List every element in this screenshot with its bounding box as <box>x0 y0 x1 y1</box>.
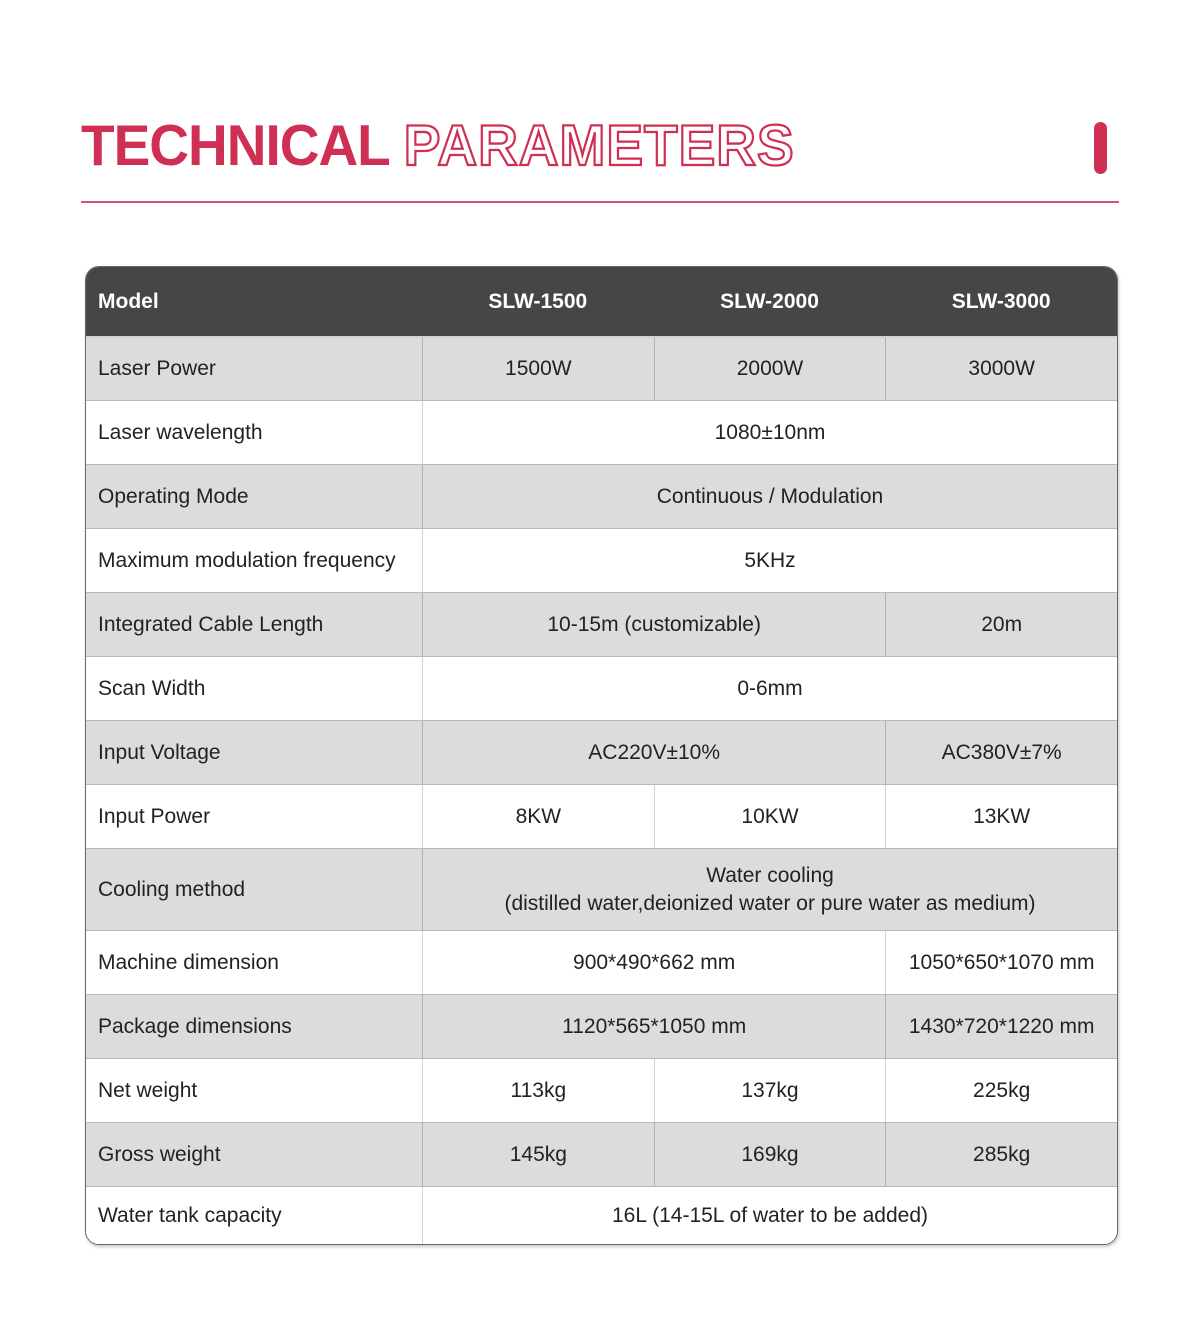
accent-bar <box>1094 122 1107 174</box>
table-row-machine-dimension: Machine dimension 900*490*662 mm 1050*65… <box>86 930 1117 994</box>
row-value: 145kg <box>422 1123 654 1186</box>
row-value: 113kg <box>422 1059 654 1122</box>
title-solid-text: TECHNICAL <box>81 113 391 178</box>
header-slw-2000: SLW-2000 <box>720 289 819 313</box>
row-value: 8KW <box>422 785 654 848</box>
row-value: 10KW <box>653 785 886 848</box>
row-label: Net weight <box>98 1078 198 1102</box>
row-value: 900*490*662 mm <box>422 931 885 994</box>
row-value: 169kg <box>653 1123 886 1186</box>
row-label: Package dimensions <box>98 1014 292 1038</box>
row-value: 20m <box>885 593 1117 656</box>
row-value: 137kg <box>653 1059 886 1122</box>
section-title: TECHNICAL PARAMETERS <box>81 112 1119 179</box>
row-value: 13KW <box>885 785 1117 848</box>
cooling-line-2: (distilled water,deionized water or pure… <box>504 891 1036 915</box>
row-label: Input Voltage <box>98 740 221 764</box>
row-value: 10-15m (customizable) <box>422 593 885 656</box>
row-value: 5KHz <box>422 529 1117 592</box>
table-row-integrated-cable-length: Integrated Cable Length 10-15m (customiz… <box>86 592 1117 656</box>
row-value: 1050*650*1070 mm <box>885 931 1117 994</box>
row-value: AC380V±7% <box>885 721 1117 784</box>
table-row-package-dimensions: Package dimensions 1120*565*1050 mm 1430… <box>86 994 1117 1058</box>
row-value: AC220V±10% <box>422 721 885 784</box>
table-row-net-weight: Net weight 113kg 137kg 225kg <box>86 1058 1117 1122</box>
header-model: Model <box>98 289 159 313</box>
table-row-input-power: Input Power 8KW 10KW 13KW <box>86 784 1117 848</box>
row-label: Laser wavelength <box>98 420 263 444</box>
row-label: Maximum modulation frequency <box>98 548 396 572</box>
header-slw-1500: SLW-1500 <box>488 289 588 313</box>
row-value: 1120*565*1050 mm <box>422 995 885 1058</box>
row-label: Input Power <box>98 804 211 828</box>
row-value: 0-6mm <box>422 657 1117 720</box>
table-row-laser-wavelength: Laser wavelength 1080±10nm <box>86 400 1117 464</box>
row-label: Cooling method <box>98 877 246 901</box>
table-header-row: Model SLW-1500 SLW-2000 SLW-3000 <box>86 267 1117 336</box>
table-row-max-modulation-frequency: Maximum modulation frequency 5KHz <box>86 528 1117 592</box>
spec-table: Model SLW-1500 SLW-2000 SLW-3000 Laser P… <box>85 266 1118 1245</box>
row-value: 3000W <box>885 338 1117 400</box>
row-value: Continuous / Modulation <box>422 465 1117 528</box>
table-row-input-voltage: Input Voltage AC220V±10% AC380V±7% <box>86 720 1117 784</box>
row-value: 225kg <box>885 1059 1117 1122</box>
table-row-laser-power: Laser Power 1500W 2000W 3000W <box>86 336 1117 400</box>
row-label: Scan Width <box>98 676 206 700</box>
row-label: Machine dimension <box>98 950 279 974</box>
title-divider-line <box>81 201 1119 203</box>
table-row-scan-width: Scan Width 0-6mm <box>86 656 1117 720</box>
table-row-operating-mode: Operating Mode Continuous / Modulation <box>86 464 1117 528</box>
cooling-line-1: Water cooling <box>706 864 834 888</box>
row-label: Laser Power <box>98 357 216 381</box>
row-label: Integrated Cable Length <box>98 612 324 636</box>
row-label: Water tank capacity <box>98 1203 282 1227</box>
table-row-water-tank-capacity: Water tank capacity 16L (14-15L of water… <box>86 1186 1117 1244</box>
row-label: Gross weight <box>98 1142 221 1166</box>
header-slw-3000: SLW-3000 <box>951 289 1051 313</box>
row-value: 1500W <box>422 338 654 400</box>
row-value: 2000W <box>653 338 886 400</box>
row-value: 285kg <box>885 1123 1117 1186</box>
row-value: Water cooling (distilled water,deionized… <box>422 849 1117 930</box>
table-row-gross-weight: Gross weight 145kg 169kg 285kg <box>86 1122 1117 1186</box>
row-value: 1430*720*1220 mm <box>885 995 1117 1058</box>
row-value: 16L (14-15L of water to be added) <box>422 1187 1117 1244</box>
table-row-cooling-method: Cooling method Water cooling (distilled … <box>86 848 1117 930</box>
row-label: Operating Mode <box>98 484 249 508</box>
title-outline-text: PARAMETERS <box>403 112 795 179</box>
row-value: 1080±10nm <box>422 401 1117 464</box>
